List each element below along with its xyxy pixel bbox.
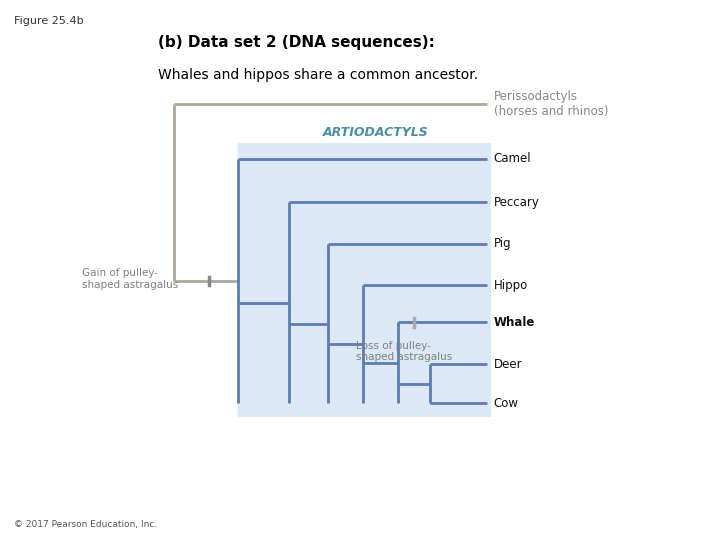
Text: Whale: Whale	[494, 316, 535, 329]
Text: Cow: Cow	[494, 397, 518, 410]
Text: Deer: Deer	[494, 357, 522, 370]
Text: Perissodactyls
(horses and rhinos): Perissodactyls (horses and rhinos)	[494, 90, 608, 118]
Text: Peccary: Peccary	[494, 195, 539, 209]
Text: Loss of pulley-
shaped astragalus: Loss of pulley- shaped astragalus	[356, 341, 453, 362]
Text: Gain of pulley-
shaped astragalus: Gain of pulley- shaped astragalus	[81, 268, 178, 289]
Polygon shape	[238, 143, 490, 416]
Text: (b) Data set 2 (DNA sequences):: (b) Data set 2 (DNA sequences):	[158, 35, 436, 50]
Text: Camel: Camel	[494, 152, 531, 165]
Text: Hippo: Hippo	[494, 279, 528, 292]
Text: Figure 25.4b: Figure 25.4b	[14, 16, 84, 26]
Text: Pig: Pig	[494, 237, 511, 250]
Text: ARTIODACTYLS: ARTIODACTYLS	[323, 126, 428, 139]
Text: Whales and hippos share a common ancestor.: Whales and hippos share a common ancesto…	[158, 68, 479, 82]
Text: © 2017 Pearson Education, Inc.: © 2017 Pearson Education, Inc.	[14, 520, 158, 529]
